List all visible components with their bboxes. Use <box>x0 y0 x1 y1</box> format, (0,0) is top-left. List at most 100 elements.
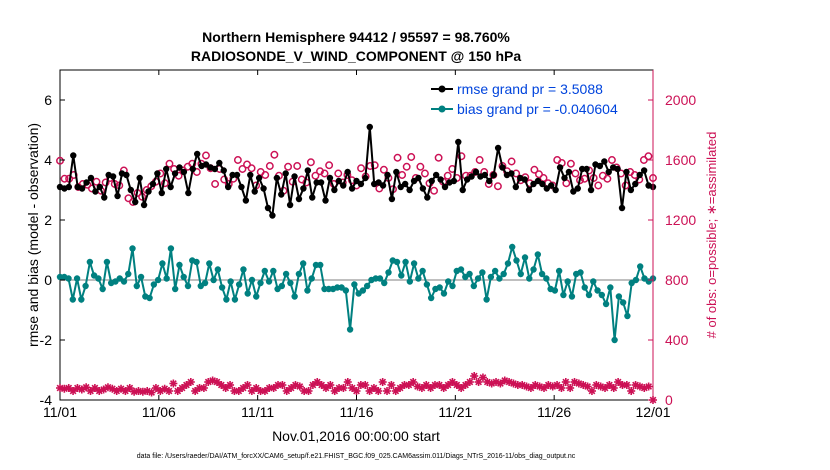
rmse-point <box>278 191 285 198</box>
x-tick-label: 11/06 <box>142 404 176 420</box>
obs-star-stroke <box>374 387 382 395</box>
x-tick-label: 11/26 <box>537 404 571 420</box>
obs-possible-point <box>402 162 411 171</box>
obs-assimilated-point <box>374 387 383 395</box>
obs-star-stroke <box>409 378 417 386</box>
obs-assimilated-point <box>339 384 348 392</box>
obs-assimilated-point <box>321 384 330 392</box>
rmse-point <box>512 183 520 191</box>
obs-assimilated-point <box>435 381 444 389</box>
obs-possible-point <box>60 174 69 183</box>
rmse-point <box>499 164 506 171</box>
rmse-point <box>158 189 165 197</box>
obs-assimilated-point <box>217 381 226 389</box>
obs-star-stroke <box>296 383 304 390</box>
bias-point <box>65 275 72 282</box>
obs-assimilated-point <box>470 372 479 380</box>
rmse-point <box>578 165 586 173</box>
rmse-point <box>388 195 396 203</box>
bias-point <box>103 258 111 266</box>
bias-point <box>496 275 503 282</box>
rmse-point <box>348 185 356 192</box>
obs-star-stroke <box>222 384 230 392</box>
bias-point <box>201 279 209 287</box>
rmse-point <box>605 168 612 176</box>
obs-assimilated-point <box>212 378 221 386</box>
bias-point <box>406 278 414 285</box>
obs-assimilated-point <box>308 381 317 389</box>
bias-point <box>543 275 550 282</box>
obs-possible-point <box>603 174 612 183</box>
bias-point <box>150 281 158 288</box>
obs-assimilated-point <box>234 387 243 395</box>
rmse-point <box>357 180 365 188</box>
obs-possible-point <box>594 181 603 190</box>
obs-star-stroke <box>544 381 552 389</box>
obs-possible-point <box>566 159 575 168</box>
obs-star-stroke <box>239 384 247 392</box>
obs-possible-point <box>357 164 366 173</box>
bias-point <box>619 299 627 306</box>
obs-star-stroke <box>584 383 591 390</box>
bias-point <box>398 272 405 279</box>
obs-assimilated-point <box>199 384 208 392</box>
obs-star-stroke <box>126 384 134 392</box>
bias-point <box>381 279 388 287</box>
bias-point <box>423 281 431 288</box>
obs-assimilated-point <box>348 384 357 392</box>
rmse-point <box>132 198 139 206</box>
obs-star-stroke <box>553 381 561 389</box>
obs-assimilated-point <box>587 387 596 395</box>
obs-star-stroke <box>139 388 147 396</box>
bias-point <box>206 260 213 267</box>
obs-star-stroke <box>174 387 182 395</box>
bias-point <box>457 266 465 273</box>
obs-assimilated-point <box>531 381 540 389</box>
bias-point <box>133 282 140 290</box>
obs-star-stroke <box>571 378 578 386</box>
y-right-tick-label: 1200 <box>665 212 696 228</box>
footer-data-file: data file: /Users/raeder/DAI/ATM_forcXX/… <box>137 453 576 460</box>
obs-assimilated-point <box>269 384 278 392</box>
bias-point <box>154 276 162 284</box>
bias-point <box>244 290 251 297</box>
obs-star-stroke <box>518 381 526 389</box>
obs-assimilated-point <box>151 384 160 392</box>
bias-point <box>159 260 166 267</box>
obs-assimilated-point <box>64 384 73 392</box>
rmse-point <box>304 167 312 174</box>
rmse-point <box>583 165 590 173</box>
rmse-point <box>216 159 223 167</box>
bias-point <box>538 270 546 278</box>
obs-star-stroke <box>536 383 544 390</box>
obs-star-stroke <box>453 381 461 389</box>
rmse-point <box>171 170 179 177</box>
obs-assimilated-point <box>304 387 313 395</box>
rmse-point <box>627 186 635 194</box>
obs-possible-point <box>202 151 210 160</box>
obs-assimilated-point <box>186 378 195 386</box>
bias-point <box>265 278 273 285</box>
obs-assimilated-point <box>426 384 435 392</box>
legend: rmse grand pr = 3.5088 bias grand pr = -… <box>426 78 648 118</box>
rmse-point <box>601 158 608 165</box>
bias-point <box>227 278 234 285</box>
obs-possible-point <box>311 171 320 180</box>
bias-point <box>551 287 559 294</box>
y-left-tick-label: 4 <box>44 152 52 168</box>
obs-possible-point <box>334 169 343 178</box>
obs-star-stroke <box>466 378 474 386</box>
bias-point <box>95 275 102 282</box>
bias-point <box>479 269 486 276</box>
obs-possible-point <box>293 162 302 170</box>
bias-point <box>585 291 593 299</box>
obs-star-stroke <box>108 385 116 393</box>
bias-point <box>611 336 618 344</box>
obs-star-stroke <box>309 381 317 389</box>
obs-possible-point <box>407 153 416 161</box>
obs-star-stroke <box>361 381 369 389</box>
bias-point <box>235 281 243 288</box>
obs-assimilated-point <box>557 384 566 392</box>
rmse-point <box>96 183 104 191</box>
